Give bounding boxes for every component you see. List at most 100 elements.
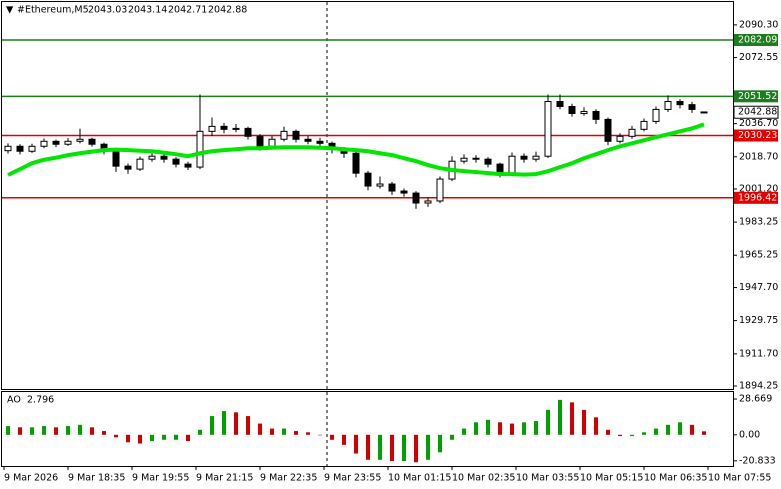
- ao-bar: [702, 431, 706, 435]
- ao-bar: [546, 409, 550, 435]
- ao-title: AO: [7, 395, 21, 406]
- ao-bar: [522, 422, 526, 435]
- candle-body: [232, 127, 240, 130]
- ao-bar: [402, 434, 406, 462]
- candle-body: [16, 145, 24, 152]
- candle-body: [400, 190, 408, 194]
- ao-bar: [222, 411, 226, 435]
- ao-bar: [594, 417, 598, 435]
- y-tick-label: 1983.25: [739, 217, 778, 228]
- level-label-box: [734, 90, 778, 103]
- ao-bar: [90, 427, 94, 435]
- candle-body: [40, 140, 48, 147]
- candle-body: [508, 155, 516, 174]
- open: 2043.03: [88, 5, 127, 16]
- ao-bar: [186, 434, 190, 442]
- ao-bar: [462, 428, 466, 435]
- ao-bar: [198, 429, 202, 435]
- ao-bar: [210, 416, 214, 435]
- ao-bar: [54, 427, 58, 435]
- candle-body: [172, 158, 180, 165]
- ao-bar: [234, 412, 238, 435]
- low: 2042.71: [168, 5, 207, 16]
- ao-bar: [498, 422, 502, 435]
- x-tick-label: 10 Mar 06:35: [644, 473, 707, 484]
- x-tick-label: 10 Mar 01:15: [388, 473, 451, 484]
- candle-body: [136, 158, 144, 170]
- candle-body: [184, 163, 192, 168]
- ao-bar: [42, 426, 46, 435]
- ao-bar: [426, 434, 430, 460]
- candle-body: [460, 157, 468, 162]
- candle-body: [76, 138, 84, 142]
- candle-body: [352, 152, 360, 174]
- ao-bar: [558, 399, 562, 435]
- ao-value: 2.796: [27, 395, 54, 406]
- ao-bar: [102, 431, 106, 435]
- moving-average: [7, 122, 705, 177]
- candle-body: [280, 130, 288, 140]
- ao-bar: [306, 432, 310, 435]
- level-label: 2051.52: [738, 91, 777, 102]
- candle-body: [604, 118, 612, 142]
- candle-body: [64, 140, 72, 145]
- ao-bar: [582, 409, 586, 435]
- level-label-box: [734, 129, 778, 142]
- level-label-box: [734, 191, 778, 204]
- ao-bar: [138, 434, 142, 444]
- x-tick-label: 9 Mar 21:15: [196, 473, 253, 484]
- x-tick-label: 9 Mar 18:35: [68, 473, 125, 484]
- ao-bar: [618, 434, 622, 437]
- candle-body: [436, 178, 444, 202]
- candle-body: [292, 130, 300, 140]
- ao-bar: [246, 416, 250, 435]
- ao-bar: [114, 434, 118, 438]
- ao-bar: [150, 434, 154, 442]
- y-tick-label: 2018.70: [739, 151, 778, 162]
- ao-bar: [66, 426, 70, 435]
- x-tick-label: 9 Mar 23:55: [324, 473, 381, 484]
- ao-bar: [258, 423, 262, 435]
- level-label: 2030.23: [738, 130, 777, 141]
- candle-body: [484, 158, 492, 165]
- ao-bar: [270, 428, 274, 435]
- ao-bar: [294, 431, 298, 435]
- candle-body: [628, 128, 636, 137]
- ao-bar: [510, 423, 514, 435]
- candle-body: [688, 104, 696, 110]
- ao-bar: [78, 424, 82, 435]
- candle-body: [472, 157, 480, 160]
- ao-bar: [534, 421, 538, 435]
- ao-bar: [330, 434, 334, 440]
- x-tick-label: 9 Mar 22:35: [260, 473, 317, 484]
- high: 2043.14: [128, 5, 167, 16]
- ao-bar: [318, 434, 322, 436]
- candle-body: [316, 140, 324, 144]
- y-tick-label: 1929.75: [739, 315, 778, 326]
- candle-body: [220, 125, 228, 130]
- candle-body: [520, 155, 528, 160]
- header-arrow: ▼: [6, 5, 14, 16]
- ao-bar: [162, 434, 166, 440]
- x-tick-label: 10 Mar 07:55: [708, 473, 771, 484]
- candle-body: [376, 183, 384, 187]
- ao-bar: [378, 434, 382, 460]
- candle-body: [28, 145, 36, 152]
- ao-bar: [174, 434, 178, 440]
- candle-body: [700, 111, 708, 114]
- ao-bar: [690, 424, 694, 435]
- ao-bar: [666, 424, 670, 435]
- x-tick-label: 10 Mar 03:55: [516, 473, 579, 484]
- candle-body: [652, 108, 660, 122]
- price-label: 2042.88: [738, 107, 777, 118]
- price-label-box: [733, 105, 779, 119]
- candle-body: [580, 110, 588, 114]
- ao-bar: [630, 434, 634, 437]
- x-tick-label: 9 Mar 19:55: [132, 473, 189, 484]
- ao-bar: [6, 426, 10, 435]
- y-tick-label: -20.833: [739, 455, 776, 466]
- candle-body: [208, 125, 216, 132]
- y-tick-label: 2001.20: [739, 184, 778, 195]
- y-tick-label: 2090.30: [739, 19, 778, 30]
- x-tick-label: 10 Mar 05:15: [580, 473, 643, 484]
